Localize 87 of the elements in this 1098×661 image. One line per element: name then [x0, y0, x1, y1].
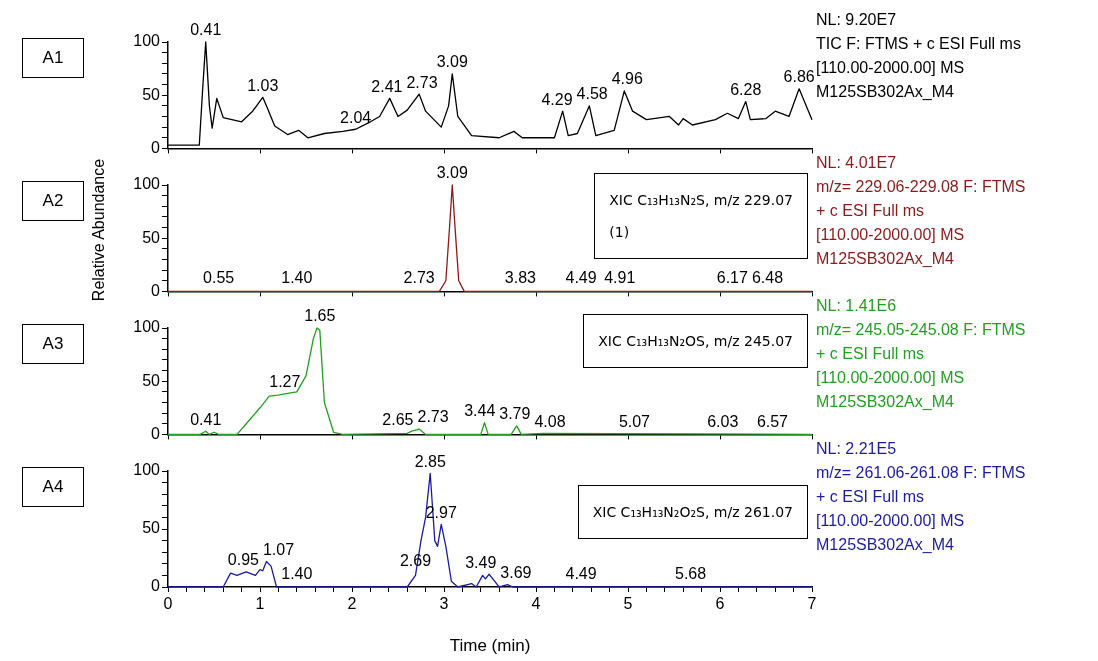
annotation: 4.49 — [565, 268, 597, 286]
y-tick-label: 100 — [133, 175, 161, 193]
x-tick-label: 4 — [531, 595, 541, 613]
x-tick-label: 3 — [439, 595, 449, 613]
text: M125SB302Ax_M4 — [816, 250, 954, 267]
annotation: 3.49 — [465, 553, 497, 571]
annotation: 4.58 — [576, 85, 608, 103]
annotation: 3.79 — [499, 405, 531, 423]
text: M125SB302Ax_M4 — [816, 536, 954, 553]
formula-box: XIC C₁₃H₁₃N₂OS, m/z 245.07 — [583, 314, 808, 368]
x-tick-label: 5 — [623, 595, 633, 613]
annotation: 2.73 — [417, 408, 449, 426]
annotation: 2.73 — [406, 73, 438, 91]
annotation: 1.27 — [269, 373, 301, 391]
annotation: 2.73 — [403, 268, 435, 286]
y-tick-label: 50 — [142, 228, 161, 246]
x-axis-title: Time (min) — [449, 636, 531, 656]
y-tick-label: 0 — [151, 577, 161, 595]
text: + c ESI Full ms — [816, 488, 925, 505]
y-tick-label: 100 — [133, 461, 161, 479]
annotation: 1.40 — [281, 268, 313, 286]
annotation: 3.09 — [436, 53, 468, 71]
annotation: 3.83 — [504, 268, 537, 286]
text: m/z= 245.05-245.08 F: FTMS — [816, 321, 1026, 338]
annotation: 1.03 — [247, 76, 279, 94]
text: M125SB302Ax_M4 — [816, 83, 954, 100]
annotation: 6.48 — [751, 268, 784, 286]
annotation: 5.68 — [674, 565, 707, 583]
annotation: 2.41 — [371, 77, 403, 95]
text: [110.00-2000.00] MS — [816, 59, 965, 76]
panel-tag-box: A2 — [22, 181, 84, 221]
annotation: 1.65 — [304, 307, 336, 325]
panel-tag-box: A4 — [22, 467, 84, 507]
annotation: 6.28 — [730, 80, 762, 98]
y-tick-label: 0 — [151, 138, 161, 156]
text: NL: 2.21E5 — [816, 440, 897, 457]
y-tick-label: 50 — [142, 519, 161, 537]
y-tick-label: 0 — [151, 424, 161, 442]
annotation: 1.07 — [262, 540, 295, 558]
annotation: 2.04 — [340, 108, 372, 126]
annotation: 3.44 — [464, 402, 496, 420]
annotation: 0.55 — [203, 268, 235, 286]
text: + c ESI Full ms — [816, 202, 925, 219]
text: [110.00-2000.00] MS — [816, 226, 965, 243]
y-tick-label: 50 — [142, 371, 161, 389]
annotation: 6.17 — [716, 268, 748, 286]
annotation: 6.57 — [756, 412, 789, 430]
y-tick-label: 100 — [133, 32, 161, 50]
annotation: 3.69 — [500, 564, 532, 582]
annotation: 1.40 — [281, 565, 313, 583]
text: + c ESI Full ms — [816, 345, 925, 362]
annotation: 4.49 — [565, 565, 597, 583]
y-tick-label: 100 — [133, 318, 161, 336]
x-tick-label: 0 — [163, 595, 173, 613]
annotation: 0.41 — [190, 410, 222, 428]
x-tick-label: 1 — [255, 595, 265, 613]
text: m/z= 261.06-261.08 F: FTMS — [816, 464, 1026, 481]
text: M125SB302Ax_M4 — [816, 393, 954, 410]
annotation: 4.96 — [611, 70, 643, 88]
annotation: 6.86 — [783, 68, 815, 86]
text: TIC F: FTMS + c ESI Full ms — [816, 35, 1021, 52]
text: [110.00-2000.00] MS — [816, 512, 965, 529]
x-tick-label: 7 — [807, 595, 817, 613]
y-tick-label: 0 — [151, 281, 161, 299]
x-tick-label: 6 — [715, 595, 725, 613]
annotation: 6.03 — [707, 412, 739, 430]
annotation: 3.09 — [436, 164, 468, 182]
annotation: 2.65 — [382, 410, 414, 428]
text: NL: 9.20E7 — [816, 11, 897, 28]
y-tick-label: 50 — [142, 85, 161, 103]
annotation: 4.08 — [534, 412, 566, 430]
text: m/z= 229.06-229.08 F: FTMS — [816, 178, 1026, 195]
formula-box: XIC C₁₃H₁₃N₂O₂S, m/z 261.07 — [577, 485, 808, 539]
text: NL: 1.41E6 — [816, 297, 897, 314]
panel-tag-box: A1 — [22, 38, 84, 78]
x-tick-label: 2 — [347, 595, 357, 613]
annotation: 4.91 — [604, 268, 636, 286]
text: [110.00-2000.00] MS — [816, 369, 965, 386]
annotation: 2.85 — [414, 452, 446, 470]
panel-tag-box: A3 — [22, 324, 84, 364]
formula-box: XIC C₁₃H₁₃N₂S, m/z 229.07 (1) — [594, 173, 808, 259]
annotation: 0.95 — [227, 551, 260, 569]
annotation: 0.41 — [190, 21, 222, 39]
y-axis-title: Relative Abundance — [90, 157, 108, 304]
text: NL: 4.01E7 — [816, 154, 897, 171]
annotation: 5.07 — [618, 412, 651, 430]
annotation: 4.29 — [541, 90, 573, 108]
